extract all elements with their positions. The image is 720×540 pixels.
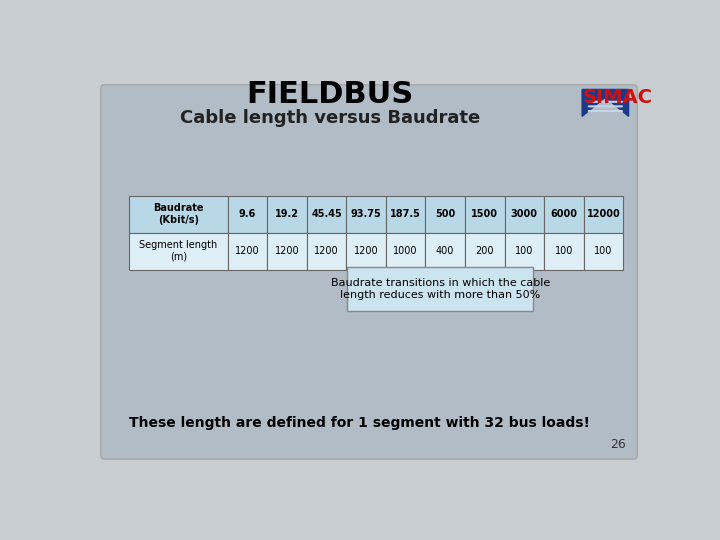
Bar <box>307 233 346 269</box>
FancyArrow shape <box>476 256 493 269</box>
Bar <box>228 195 267 233</box>
Bar <box>347 267 534 311</box>
Bar <box>346 233 386 269</box>
Text: 1000: 1000 <box>393 246 418 256</box>
Bar <box>584 195 624 233</box>
Text: 1200: 1200 <box>274 246 300 256</box>
Bar <box>465 195 505 233</box>
Text: 12000: 12000 <box>587 209 621 219</box>
Text: FIELDBUS: FIELDBUS <box>247 80 414 109</box>
Text: 1200: 1200 <box>354 246 379 256</box>
Text: 200: 200 <box>475 246 494 256</box>
Bar <box>505 195 544 233</box>
Text: 1200: 1200 <box>314 246 339 256</box>
Text: Cable length versus Baudrate: Cable length versus Baudrate <box>180 109 480 127</box>
Text: Baudrate
(Kbit/s): Baudrate (Kbit/s) <box>153 204 204 225</box>
Bar <box>426 195 465 233</box>
Text: Segment length
(m): Segment length (m) <box>139 240 217 262</box>
Bar <box>544 233 584 269</box>
Text: 19.2: 19.2 <box>275 209 299 219</box>
Text: 1500: 1500 <box>472 209 498 219</box>
Bar <box>129 195 228 233</box>
Bar <box>426 233 465 269</box>
Polygon shape <box>582 90 629 117</box>
Bar <box>228 233 267 269</box>
Bar <box>267 195 307 233</box>
Bar <box>584 233 624 269</box>
Bar <box>386 233 426 269</box>
Bar <box>465 233 505 269</box>
Text: SIMAC: SIMAC <box>582 88 652 107</box>
Text: 93.75: 93.75 <box>351 209 382 219</box>
FancyArrow shape <box>436 256 454 269</box>
Bar <box>129 233 228 269</box>
Text: 3000: 3000 <box>510 209 538 219</box>
Text: 45.45: 45.45 <box>311 209 342 219</box>
Text: 26: 26 <box>611 438 626 451</box>
Text: 100: 100 <box>594 246 613 256</box>
Bar <box>307 195 346 233</box>
Text: 400: 400 <box>436 246 454 256</box>
Text: 500: 500 <box>435 209 455 219</box>
Text: Baudrate transitions in which the cable
length reduces with more than 50%: Baudrate transitions in which the cable … <box>330 278 550 300</box>
Text: These length are defined for 1 segment with 32 bus loads!: These length are defined for 1 segment w… <box>129 416 590 430</box>
Text: 6000: 6000 <box>550 209 577 219</box>
Bar <box>505 233 544 269</box>
Bar <box>386 195 426 233</box>
Text: 100: 100 <box>515 246 534 256</box>
Text: 9.6: 9.6 <box>239 209 256 219</box>
Bar <box>346 195 386 233</box>
FancyBboxPatch shape <box>101 85 637 459</box>
Text: 187.5: 187.5 <box>390 209 421 219</box>
FancyArrow shape <box>397 256 414 269</box>
Bar <box>267 233 307 269</box>
Bar <box>544 195 584 233</box>
Text: 1200: 1200 <box>235 246 260 256</box>
Text: 100: 100 <box>554 246 573 256</box>
